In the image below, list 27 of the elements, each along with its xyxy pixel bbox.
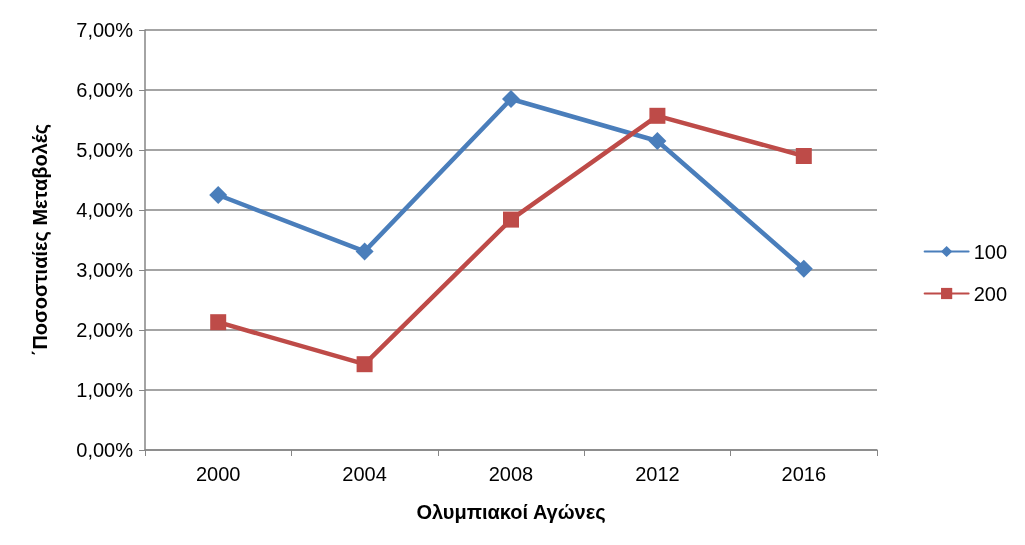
y-tick-label: 6,00% xyxy=(76,79,134,101)
point xyxy=(648,132,667,150)
point xyxy=(209,186,228,204)
x-tick-label: 2008 xyxy=(488,463,534,485)
y-axis-title: ΄Ποσοστιαίες Μεταβολές xyxy=(29,123,51,357)
point xyxy=(795,148,812,164)
y-tick-label: 5,00% xyxy=(76,139,134,161)
point xyxy=(210,314,227,331)
y-tick-label: 7,00% xyxy=(76,19,134,41)
x-axis-title: Ολυμπιακοί Αγώνες xyxy=(416,501,606,523)
x-tick-label: 2004 xyxy=(342,463,387,485)
x-tick-label: 2012 xyxy=(635,463,680,485)
point xyxy=(355,242,374,261)
point xyxy=(794,259,813,278)
point xyxy=(503,211,519,228)
y-tick-label: 4,00% xyxy=(76,199,134,221)
legend-label: 200 xyxy=(973,282,1008,305)
point xyxy=(356,356,373,373)
x-tick-label: 2000 xyxy=(195,463,241,485)
point xyxy=(649,107,666,124)
y-tick-label: 0,00% xyxy=(76,439,134,461)
y-tick-label: 1,00% xyxy=(76,379,134,401)
legend-label: 100 xyxy=(973,240,1008,263)
point xyxy=(502,90,520,108)
y-tick-label: 2,00% xyxy=(76,319,134,341)
x-tick-label: 2016 xyxy=(781,463,827,485)
y-tick-label: 3,00% xyxy=(76,259,134,281)
